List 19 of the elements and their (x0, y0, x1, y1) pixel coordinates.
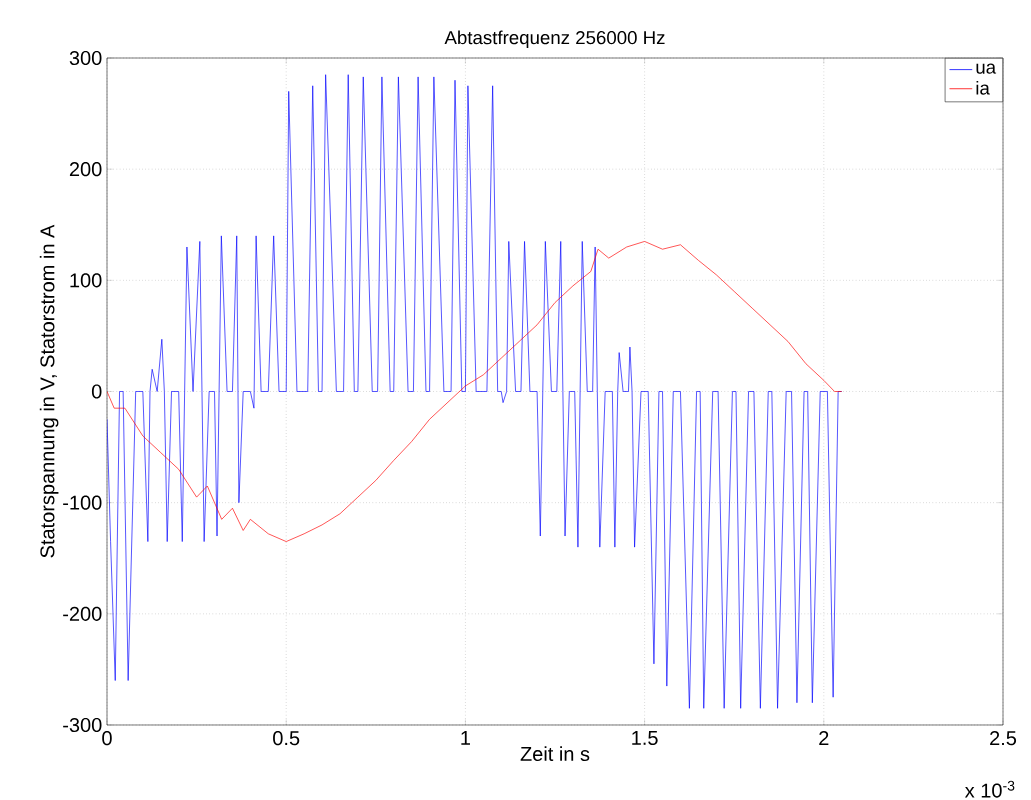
y-axis-title: Statorspannung in V, Statorstrom in A (39, 224, 59, 558)
legend-label: ua (976, 63, 997, 74)
x-tick-label: 0 (102, 731, 112, 746)
y-tick-label: -200 (63, 606, 102, 621)
x-tick-label: 1.5 (632, 731, 658, 745)
text: x 10$^{-3}$ (964, 780, 1015, 798)
x-axis-title: Zeit in s (520, 746, 590, 762)
x-tick-label: 2 (819, 731, 829, 746)
x-tick-label: 2.5 (990, 731, 1017, 746)
x-tick-label: 0.5 (273, 731, 300, 746)
y-tick-label: 200 (69, 162, 102, 177)
y-tick-label: -100 (63, 495, 102, 510)
x-tick-label: 1 (461, 731, 470, 745)
y-tick-label: 0 (91, 384, 102, 399)
y-tick-label: 300 (69, 50, 102, 66)
legend-label: ia (976, 80, 990, 95)
y-tick-label: -300 (63, 717, 102, 733)
chart-title: Abtastfrequenz 256000 Hz (444, 30, 665, 48)
y-tick-label: 100 (70, 273, 102, 288)
